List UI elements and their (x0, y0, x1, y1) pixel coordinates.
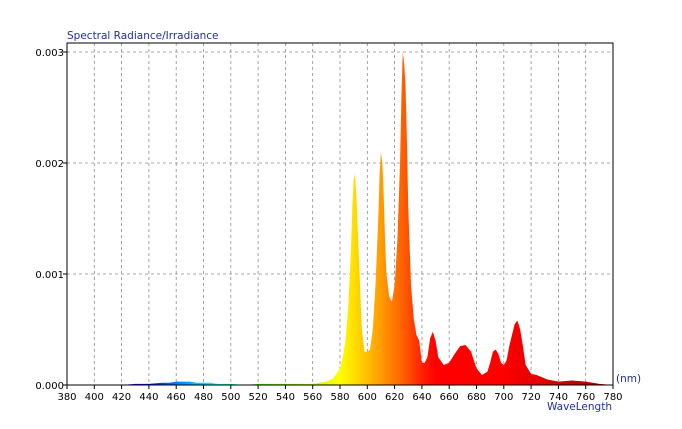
x-tick-label: 440 (139, 392, 158, 403)
x-tick-label: 620 (385, 392, 404, 403)
y-tick-label: 0.003 (35, 48, 64, 59)
x-tick-label: 720 (522, 392, 541, 403)
y-tick-label: 0.000 (35, 381, 64, 392)
x-tick-label: 600 (358, 392, 377, 403)
x-tick-label: 500 (221, 392, 240, 403)
x-tick-label: 460 (167, 392, 186, 403)
x-tick-label: 380 (57, 392, 76, 403)
x-axis-unit: (nm) (616, 373, 641, 385)
x-tick-label: 700 (494, 392, 513, 403)
y-tick-label: 0.001 (35, 270, 64, 281)
x-tick-label: 560 (303, 392, 322, 403)
x-tick-label: 400 (85, 392, 104, 403)
x-tick-label: 580 (330, 392, 349, 403)
y-axis-ticks: 0.000 0.001 0.002 0.003 (35, 48, 67, 392)
chart-title: Spectral Radiance/Irradiance (67, 30, 219, 42)
x-tick-label: 420 (112, 392, 131, 403)
x-tick-label: 760 (576, 392, 595, 403)
grid-lines (67, 43, 613, 385)
x-tick-label: 660 (440, 392, 459, 403)
x-tick-label: 780 (603, 392, 622, 403)
x-axis-ticks: 380 400 420 440 460 480 500 520 540 560 580 600 620 6… (57, 385, 623, 403)
x-tick-label: 640 (412, 392, 431, 403)
x-tick-label: 520 (249, 392, 268, 403)
x-tick-label: 740 (549, 392, 568, 403)
y-tick-label: 0.002 (35, 159, 64, 170)
x-tick-label: 680 (467, 392, 486, 403)
x-tick-label: 540 (276, 392, 295, 403)
x-tick-label: 480 (194, 392, 213, 403)
x-axis-title: WaveLength (547, 401, 612, 413)
